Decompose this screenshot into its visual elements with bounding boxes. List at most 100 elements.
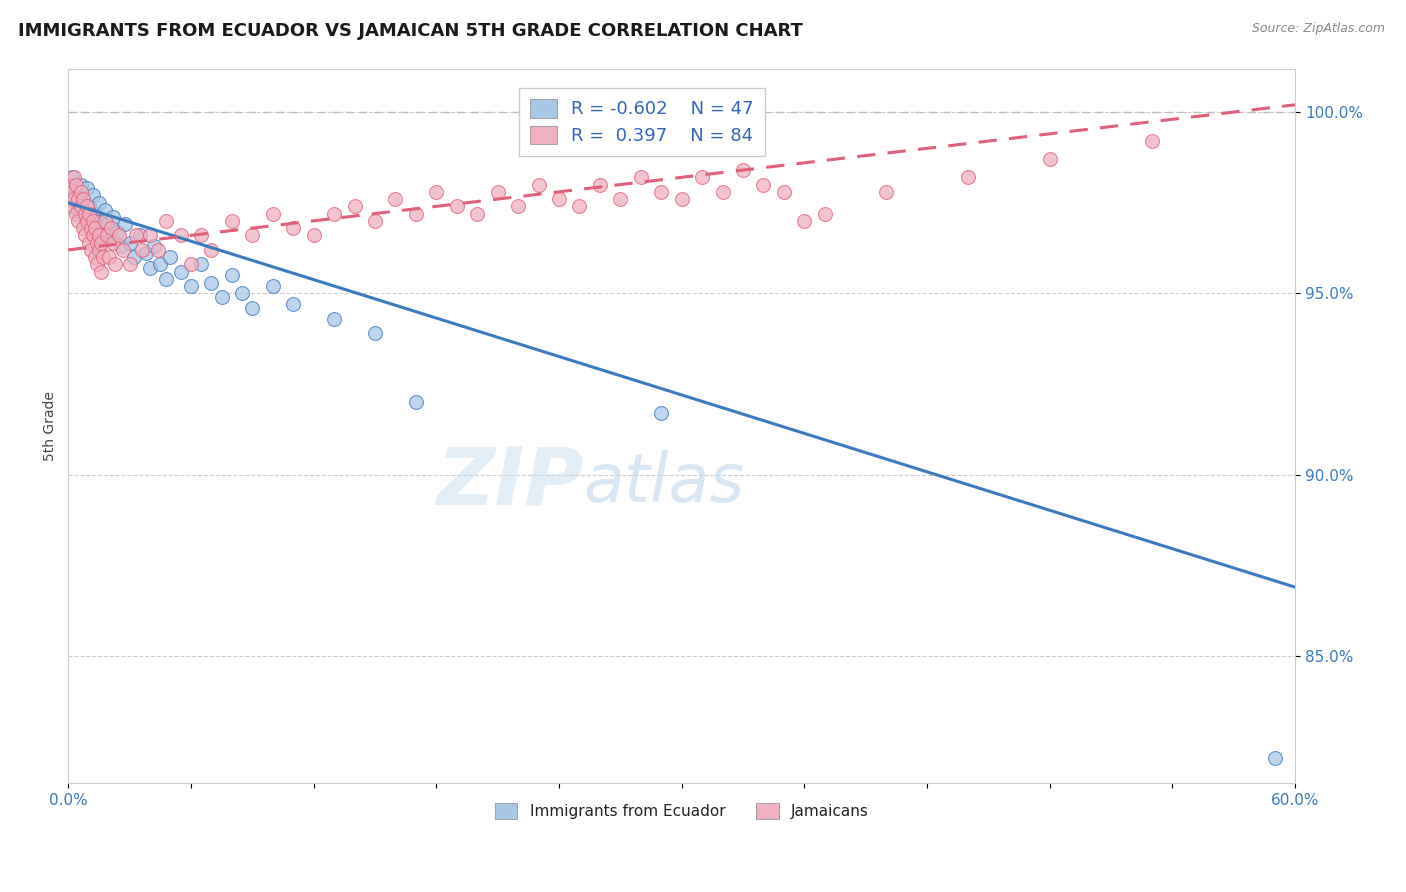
Point: [73, 228, 96, 243]
Point: [77, 235, 100, 250]
Point: [364, 326, 387, 341]
Point: [108, 228, 131, 243]
Point: [83, 206, 105, 220]
Point: [711, 185, 734, 199]
Point: [63, 192, 86, 206]
Point: [103, 211, 125, 225]
Point: [128, 228, 150, 243]
Point: [103, 235, 125, 250]
Point: [131, 243, 153, 257]
Point: [73, 211, 96, 225]
Point: [104, 257, 127, 271]
Point: [69, 185, 91, 199]
Point: [63, 185, 86, 199]
Point: [80, 221, 103, 235]
Point: [72, 192, 94, 206]
Point: [405, 395, 427, 409]
Point: [114, 218, 136, 232]
Point: [364, 214, 387, 228]
Point: [105, 225, 128, 239]
Point: [87, 228, 110, 243]
Point: [69, 199, 91, 213]
Point: [1264, 750, 1286, 764]
Point: [65, 195, 87, 210]
Point: [80, 243, 103, 257]
Point: [90, 235, 112, 250]
Point: [87, 195, 110, 210]
Point: [118, 235, 141, 250]
Point: [112, 243, 135, 257]
Point: [465, 206, 488, 220]
Point: [1140, 134, 1163, 148]
Point: [814, 206, 837, 220]
Point: [86, 257, 108, 271]
Point: [72, 221, 94, 235]
Point: [690, 170, 713, 185]
Point: [221, 214, 243, 228]
Point: [793, 214, 815, 228]
Point: [170, 228, 193, 243]
Point: [60, 185, 83, 199]
Point: [190, 257, 212, 271]
Point: [67, 202, 90, 217]
Point: [262, 206, 284, 220]
Point: [118, 257, 141, 271]
Point: [589, 178, 612, 192]
Point: [73, 206, 96, 220]
Point: [155, 272, 177, 286]
Text: Source: ZipAtlas.com: Source: ZipAtlas.com: [1251, 22, 1385, 36]
Point: [221, 268, 243, 283]
Point: [59, 178, 82, 192]
Point: [170, 265, 193, 279]
Point: [125, 228, 148, 243]
Point: [200, 276, 222, 290]
Point: [91, 250, 114, 264]
Legend: Immigrants from Ecuador, Jamaicans: Immigrants from Ecuador, Jamaicans: [488, 797, 875, 825]
Point: [405, 206, 427, 220]
Point: [96, 218, 118, 232]
Point: [231, 286, 253, 301]
Point: [323, 206, 346, 220]
Point: [149, 257, 172, 271]
Text: atlas: atlas: [583, 450, 745, 516]
Point: [875, 185, 897, 199]
Point: [731, 163, 754, 178]
Point: [630, 170, 652, 185]
Point: [139, 228, 162, 243]
Point: [91, 228, 114, 243]
Point: [83, 221, 105, 235]
Point: [155, 214, 177, 228]
Point: [159, 250, 181, 264]
Point: [60, 170, 83, 185]
Point: [283, 297, 305, 311]
Point: [139, 260, 162, 275]
Point: [87, 243, 110, 257]
Point: [650, 406, 672, 420]
Point: [94, 214, 117, 228]
Point: [72, 192, 94, 206]
Point: [773, 185, 796, 199]
Point: [67, 192, 90, 206]
Point: [122, 250, 145, 264]
Point: [94, 202, 117, 217]
Point: [77, 199, 100, 213]
Point: [60, 199, 83, 213]
Text: IMMIGRANTS FROM ECUADOR VS JAMAICAN 5TH GRADE CORRELATION CHART: IMMIGRANTS FROM ECUADOR VS JAMAICAN 5TH …: [18, 22, 803, 40]
Point: [76, 199, 98, 213]
Point: [1039, 152, 1062, 166]
Point: [650, 185, 672, 199]
Text: ZIP: ZIP: [436, 444, 583, 522]
Point: [86, 235, 108, 250]
Point: [609, 192, 631, 206]
Point: [63, 170, 86, 185]
Point: [69, 178, 91, 192]
Point: [548, 192, 571, 206]
Point: [82, 214, 104, 228]
Point: [76, 181, 98, 195]
Point: [148, 243, 170, 257]
Point: [323, 311, 346, 326]
Point: [98, 232, 121, 246]
Point: [135, 246, 157, 260]
Point: [82, 188, 104, 202]
Point: [143, 239, 166, 253]
